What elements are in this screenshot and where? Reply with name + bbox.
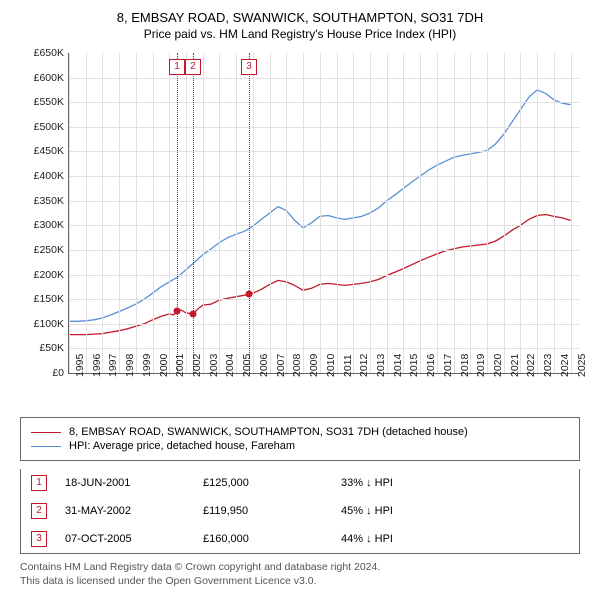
chart-lines — [69, 53, 579, 373]
txn-price: £119,950 — [203, 505, 323, 517]
x-axis-label: 1997 — [105, 354, 119, 377]
y-axis-label: £500K — [20, 121, 64, 133]
y-axis-label: £0 — [20, 367, 64, 379]
x-axis-label: 2014 — [390, 354, 404, 377]
x-axis-label: 2019 — [473, 354, 487, 377]
x-axis-label: 2010 — [323, 354, 337, 377]
y-axis-label: £600K — [20, 72, 64, 84]
footer-line: Contains HM Land Registry data © Crown c… — [20, 560, 580, 574]
legend-item: HPI: Average price, detached house, Fare… — [31, 440, 569, 452]
y-axis-label: £550K — [20, 96, 64, 108]
x-axis-label: 2022 — [523, 354, 537, 377]
x-axis-label: 2017 — [440, 354, 454, 377]
txn-price: £160,000 — [203, 533, 323, 545]
x-axis-label: 2006 — [256, 354, 270, 377]
marker-badge: 2 — [185, 59, 201, 75]
x-axis-label: 2020 — [490, 354, 504, 377]
x-axis-label: 1998 — [122, 354, 136, 377]
y-axis-label: £50K — [20, 342, 64, 354]
sale-point — [174, 308, 181, 315]
x-axis-label: 2024 — [557, 354, 571, 377]
txn-delta: 44% ↓ HPI — [341, 533, 461, 545]
marker-badge: 2 — [31, 503, 47, 519]
x-axis-label: 2015 — [406, 354, 420, 377]
sale-point — [246, 291, 253, 298]
x-axis-label: 2000 — [156, 354, 170, 377]
x-axis-label: 2021 — [507, 354, 521, 377]
x-axis-label: 2004 — [222, 354, 236, 377]
x-axis-label: 2003 — [206, 354, 220, 377]
x-axis-label: 2002 — [189, 354, 203, 377]
y-axis-label: £250K — [20, 244, 64, 256]
txn-date: 31-MAY-2002 — [65, 505, 185, 517]
txn-date: 07-OCT-2005 — [65, 533, 185, 545]
x-axis-label: 2005 — [239, 354, 253, 377]
txn-delta: 33% ↓ HPI — [341, 477, 461, 489]
y-axis-label: £200K — [20, 269, 64, 281]
marker-badge: 3 — [241, 59, 257, 75]
footer-line: This data is licensed under the Open Gov… — [20, 574, 580, 588]
chart-subtitle: Price paid vs. HM Land Registry's House … — [10, 27, 590, 41]
sale-point — [189, 310, 196, 317]
y-axis-label: £350K — [20, 195, 64, 207]
x-axis-label: 2023 — [540, 354, 554, 377]
legend-item: 8, EMBSAY ROAD, SWANWICK, SOUTHAMPTON, S… — [31, 426, 569, 438]
x-axis-label: 2001 — [172, 354, 186, 377]
chart-title: 8, EMBSAY ROAD, SWANWICK, SOUTHAMPTON, S… — [10, 10, 590, 25]
legend-box: 8, EMBSAY ROAD, SWANWICK, SOUTHAMPTON, S… — [20, 417, 580, 461]
y-axis-label: £100K — [20, 318, 64, 330]
footer-attribution: Contains HM Land Registry data © Crown c… — [20, 560, 580, 588]
y-axis-label: £450K — [20, 145, 64, 157]
x-axis-label: 1995 — [72, 354, 86, 377]
x-axis-label: 2008 — [289, 354, 303, 377]
marker-badge: 1 — [31, 475, 47, 491]
x-axis-label: 2012 — [356, 354, 370, 377]
x-axis-label: 2011 — [340, 354, 354, 377]
x-axis-label: 2025 — [574, 354, 588, 377]
txn-delta: 45% ↓ HPI — [341, 505, 461, 517]
marker-badge: 1 — [169, 59, 185, 75]
txn-price: £125,000 — [203, 477, 323, 489]
x-axis-label: 2013 — [373, 354, 387, 377]
transaction-row: 3 07-OCT-2005 £160,000 44% ↓ HPI — [21, 525, 579, 553]
chart-container: £0 £50K £100K £150K £200K £250K £300K £350K £400… — [20, 49, 580, 409]
x-axis-label: 2016 — [423, 354, 437, 377]
transactions-table: 1 18-JUN-2001 £125,000 33% ↓ HPI 2 31-MAY-200… — [20, 469, 580, 554]
x-axis-label: 1996 — [89, 354, 103, 377]
transaction-row: 1 18-JUN-2001 £125,000 33% ↓ HPI — [21, 469, 579, 497]
x-axis-label: 1999 — [139, 354, 153, 377]
y-axis-label: £650K — [20, 47, 64, 59]
y-axis-label: £300K — [20, 219, 64, 231]
plot-area: 12 3 — [68, 53, 579, 374]
transaction-row: 2 31-MAY-2002 £119,950 45% ↓ HPI — [21, 497, 579, 525]
x-axis-label: 2007 — [273, 354, 287, 377]
marker-badge: 3 — [31, 531, 47, 547]
x-axis-label: 2009 — [306, 354, 320, 377]
y-axis-label: £400K — [20, 170, 64, 182]
txn-date: 18-JUN-2001 — [65, 477, 185, 489]
y-axis-label: £150K — [20, 293, 64, 305]
x-axis-label: 2018 — [457, 354, 471, 377]
